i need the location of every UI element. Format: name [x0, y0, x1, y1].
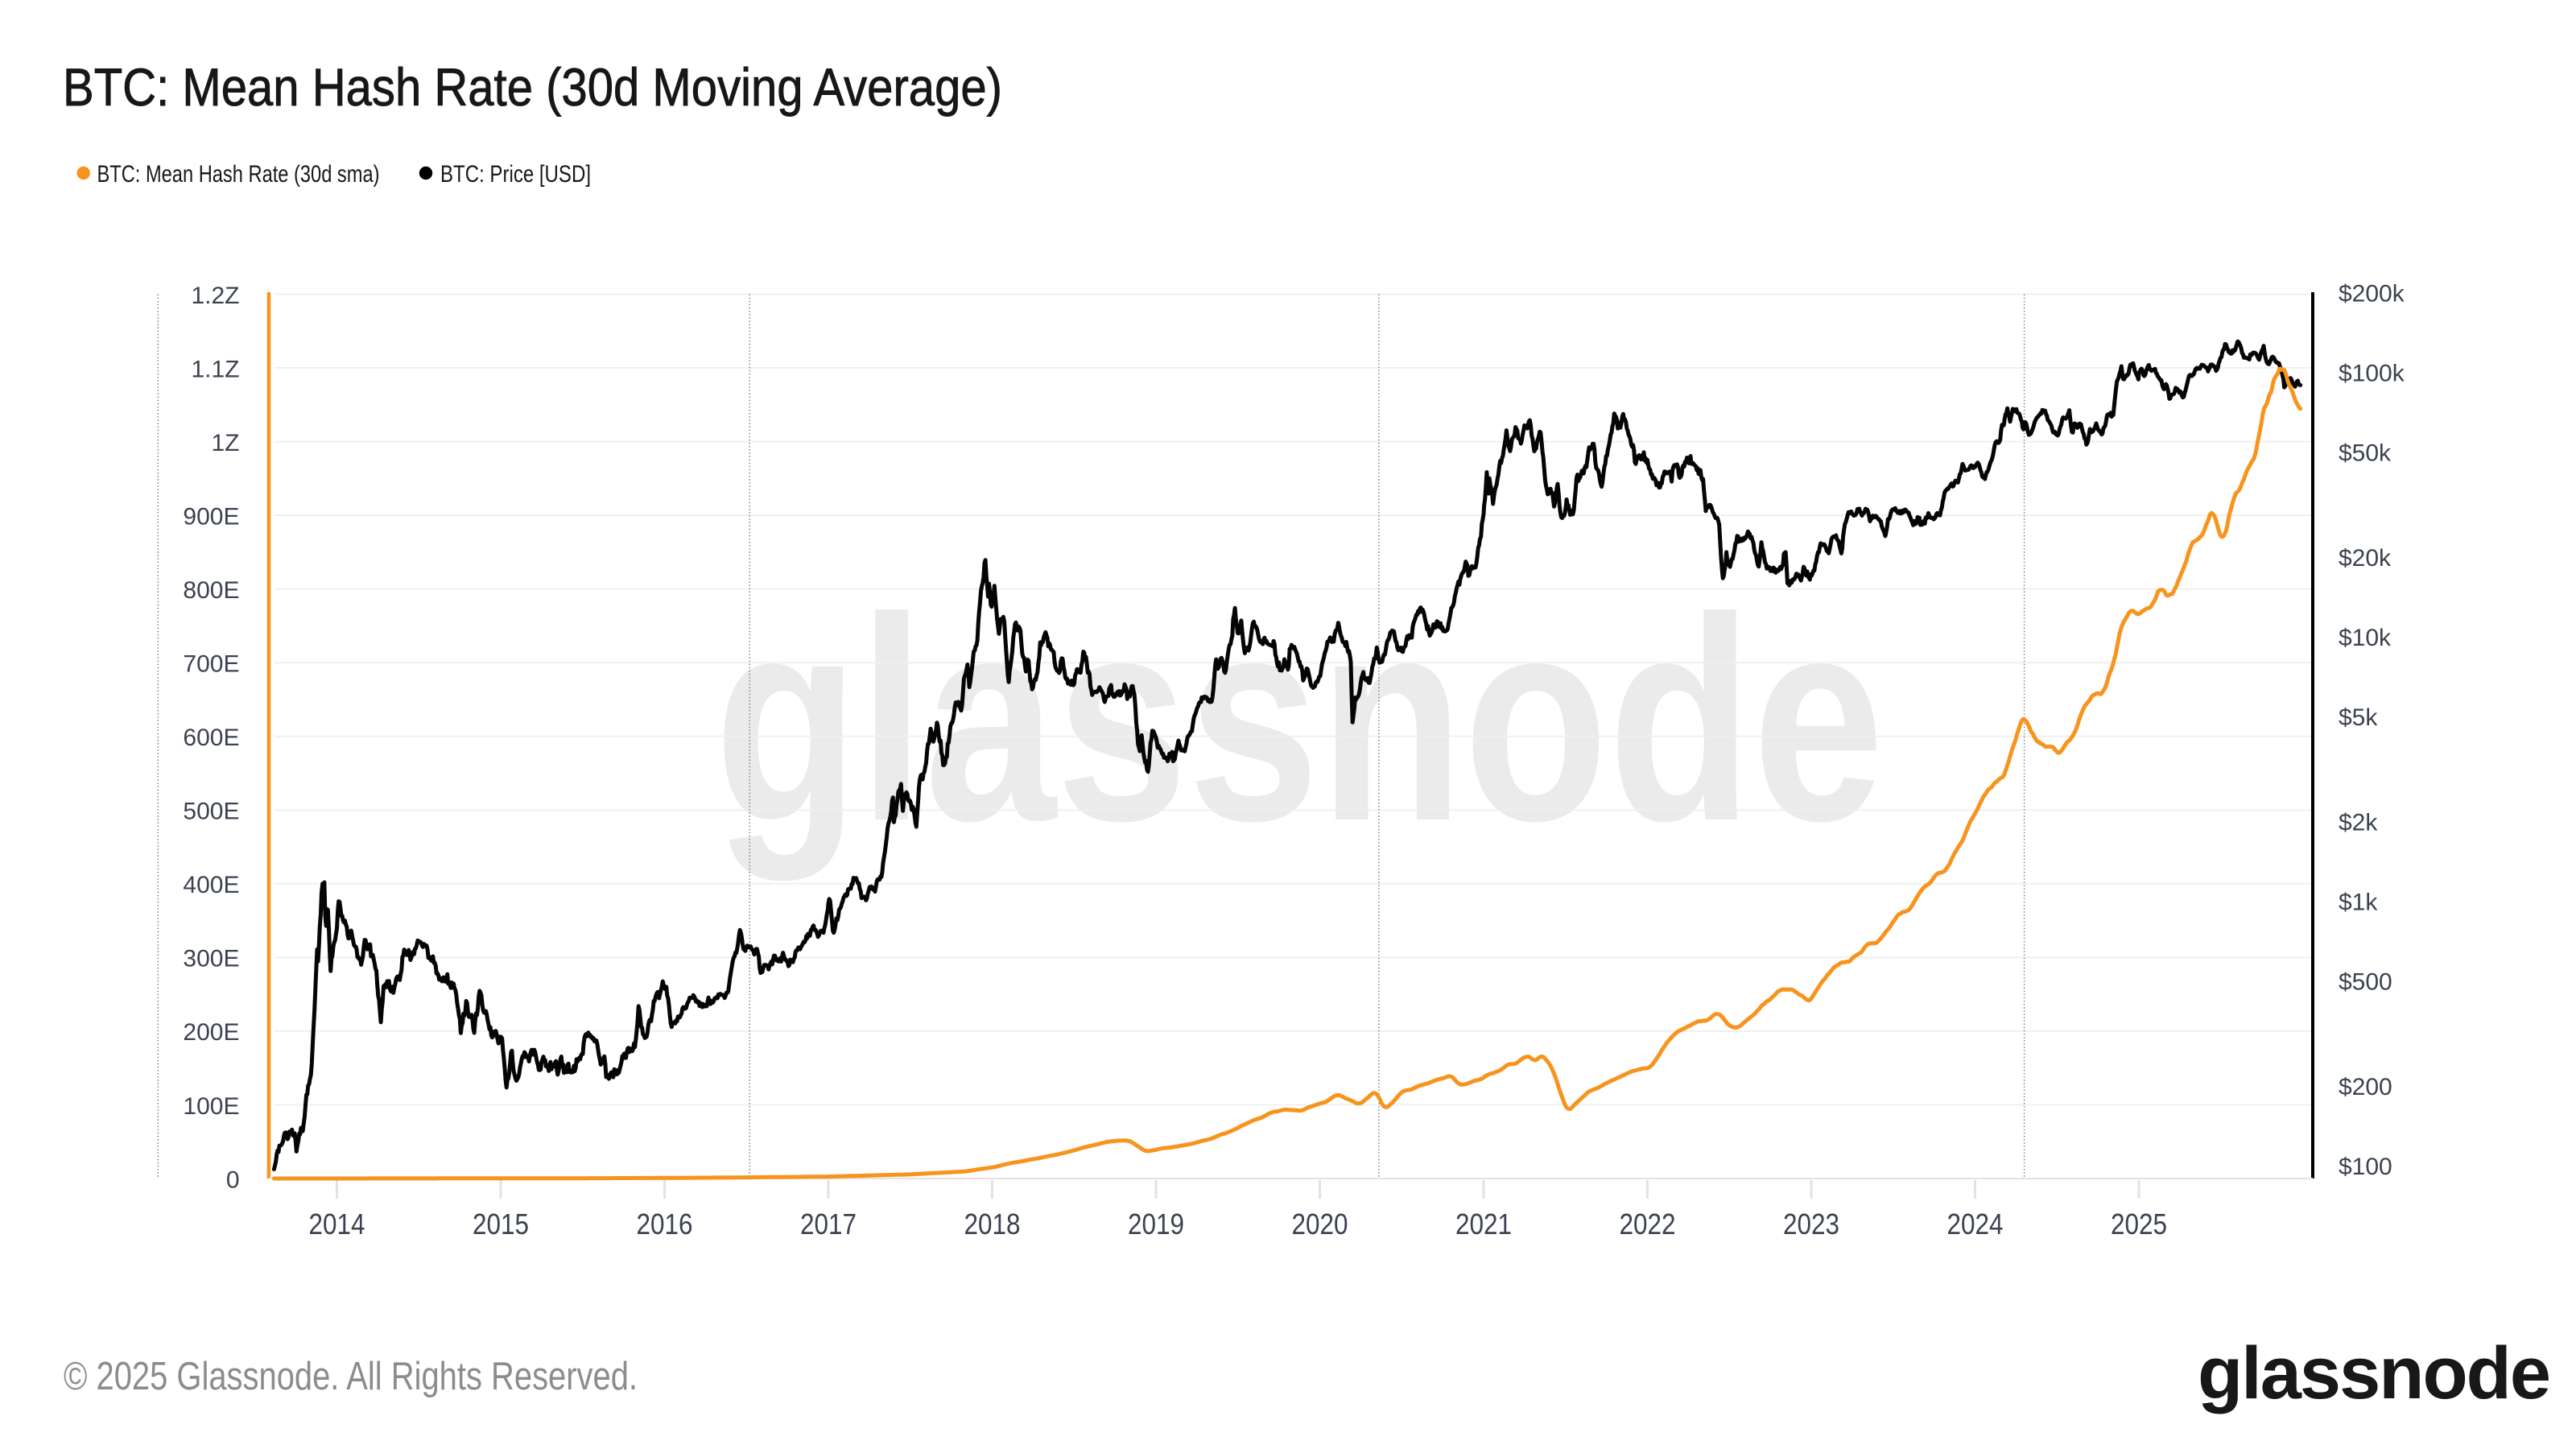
svg-text:2015: 2015 — [473, 1208, 529, 1241]
svg-text:$100: $100 — [2339, 1154, 2392, 1180]
svg-text:glassnode: glassnode — [715, 558, 1885, 883]
svg-text:2024: 2024 — [1947, 1208, 2004, 1241]
svg-text:2022: 2022 — [1620, 1208, 1676, 1241]
svg-text:$1k: $1k — [2339, 890, 2378, 916]
svg-text:2016: 2016 — [637, 1208, 693, 1241]
svg-text:glassnode: glassnode — [2198, 1332, 2549, 1414]
svg-text:2017: 2017 — [800, 1208, 857, 1241]
svg-text:$2k: $2k — [2339, 810, 2378, 836]
svg-text:300E: 300E — [183, 946, 239, 972]
svg-text:$20k: $20k — [2339, 545, 2392, 572]
svg-text:1.1Z: 1.1Z — [191, 356, 239, 382]
svg-text:BTC: Mean Hash Rate (30d Movin: BTC: Mean Hash Rate (30d Moving Average) — [63, 57, 1002, 117]
svg-text:2025: 2025 — [2111, 1208, 2167, 1241]
svg-text:1Z: 1Z — [211, 430, 239, 456]
svg-text:$50k: $50k — [2339, 440, 2392, 467]
svg-text:2014: 2014 — [309, 1208, 365, 1241]
svg-text:$500: $500 — [2339, 969, 2392, 996]
svg-text:BTC: Price [USD]: BTC: Price [USD] — [440, 161, 591, 188]
svg-text:$200: $200 — [2339, 1074, 2392, 1100]
svg-text:$100k: $100k — [2339, 361, 2405, 387]
svg-text:700E: 700E — [183, 651, 239, 678]
svg-text:$200k: $200k — [2339, 281, 2405, 308]
svg-text:$5k: $5k — [2339, 704, 2378, 731]
svg-text:2020: 2020 — [1292, 1208, 1348, 1241]
svg-text:600E: 600E — [183, 724, 239, 751]
svg-text:BTC: Mean Hash Rate (30d sma): BTC: Mean Hash Rate (30d sma) — [97, 161, 380, 188]
svg-text:100E: 100E — [183, 1093, 239, 1120]
svg-text:800E: 800E — [183, 577, 239, 604]
svg-text:© 2025 Glassnode. All Rights R: © 2025 Glassnode. All Rights Reserved. — [64, 1355, 638, 1398]
svg-text:500E: 500E — [183, 799, 239, 825]
svg-text:1.2Z: 1.2Z — [191, 283, 239, 309]
svg-text:2021: 2021 — [1455, 1208, 1512, 1241]
svg-text:2018: 2018 — [964, 1208, 1021, 1241]
svg-text:2019: 2019 — [1128, 1208, 1184, 1241]
svg-text:400E: 400E — [183, 872, 239, 898]
svg-text:0: 0 — [226, 1166, 240, 1193]
svg-text:900E: 900E — [183, 503, 239, 530]
svg-text:2023: 2023 — [1783, 1208, 1839, 1241]
svg-text:200E: 200E — [183, 1019, 239, 1046]
svg-text:$10k: $10k — [2339, 625, 2392, 651]
